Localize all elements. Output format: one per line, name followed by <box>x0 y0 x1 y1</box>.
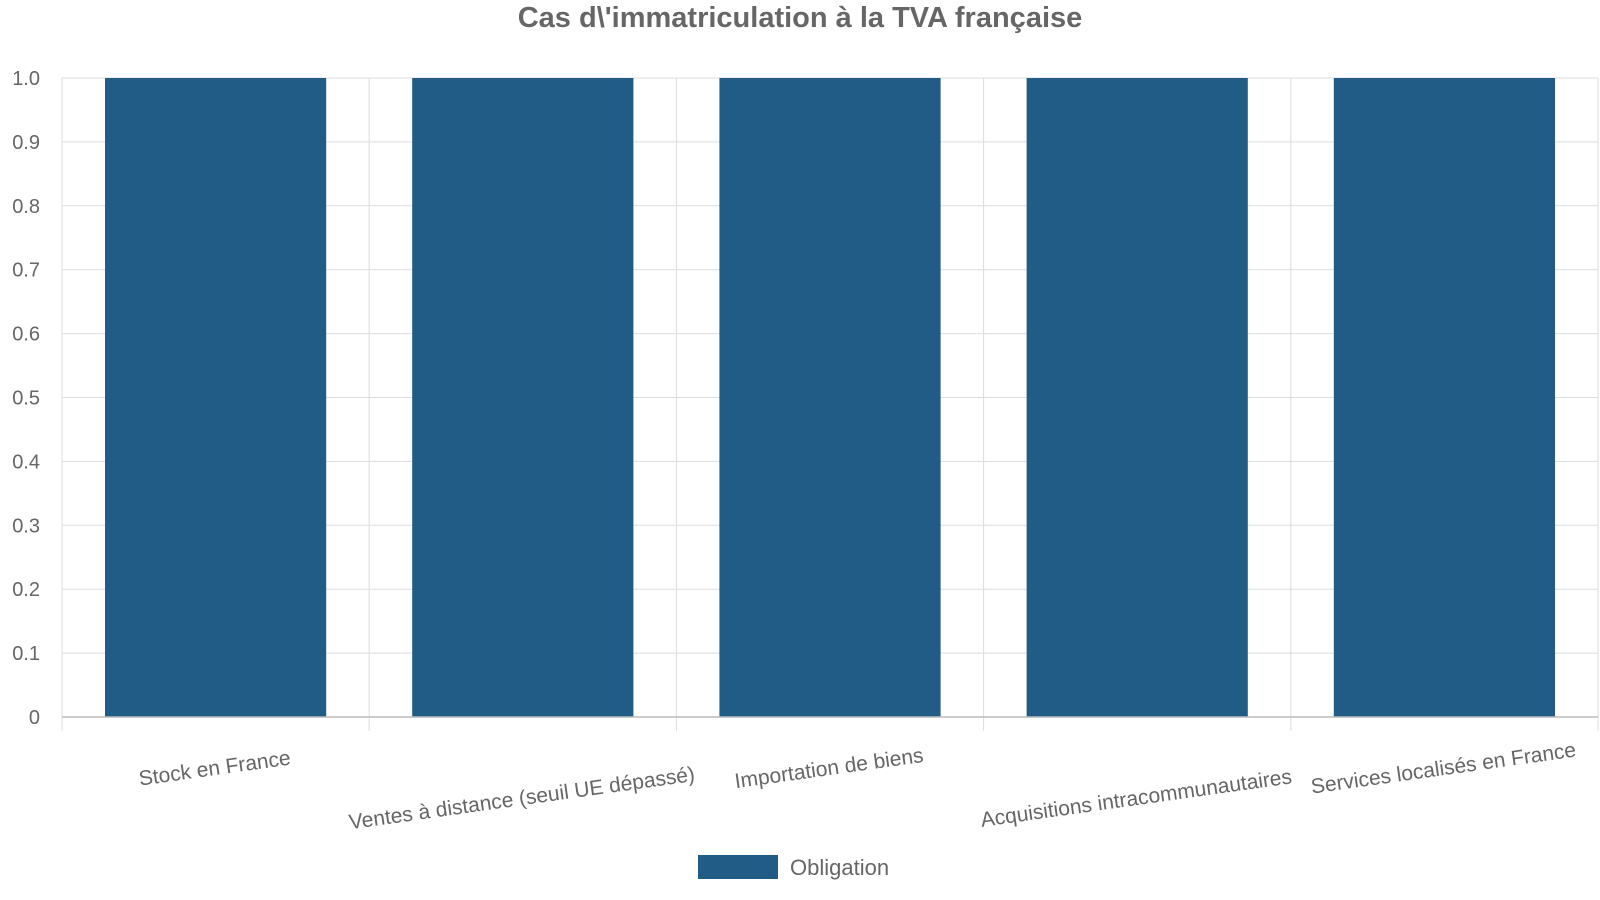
y-tick-label: 0.5 <box>12 388 40 410</box>
y-tick-label: 0.8 <box>12 196 40 218</box>
y-tick-label: 1.0 <box>12 68 40 90</box>
y-tick-label: 0.1 <box>12 643 40 665</box>
x-tick-label: Acquisitions intracommunautaires <box>979 765 1293 831</box>
chart-title: Cas d\'immatriculation à la TVA français… <box>517 2 1083 34</box>
y-tick-label: 0 <box>29 707 40 729</box>
legend-swatch-obligation <box>698 855 778 879</box>
bar-4 <box>1026 78 1248 717</box>
y-tick-label: 0.6 <box>12 324 40 346</box>
bar-2 <box>412 78 634 717</box>
y-tick-label: 0.7 <box>12 260 40 282</box>
legend: Obligation <box>698 855 889 880</box>
x-tick-label: Services localisés en France <box>1310 739 1578 799</box>
y-tick-label: 0.4 <box>12 451 40 473</box>
y-tick-label: 0.2 <box>12 579 40 601</box>
y-tick-labels: 0 0.1 0.2 0.3 0.4 0.5 0.6 0.7 0.8 0.9 1.0 <box>12 68 40 729</box>
bar-3 <box>719 78 941 717</box>
x-tick-label: Stock en France <box>137 747 292 791</box>
x-tick-label: Ventes à distance (seuil UE dépassé) <box>347 763 696 834</box>
bars <box>105 78 1555 717</box>
bar-1 <box>105 78 327 717</box>
x-tick-label: Importation de biens <box>733 744 925 793</box>
bar-5 <box>1333 78 1555 717</box>
y-tick-label: 0.3 <box>12 515 40 537</box>
y-tick-label: 0.9 <box>12 132 40 154</box>
x-tick-labels: Stock en France Ventes à distance (seuil … <box>137 739 1577 835</box>
legend-label-obligation: Obligation <box>790 855 889 880</box>
